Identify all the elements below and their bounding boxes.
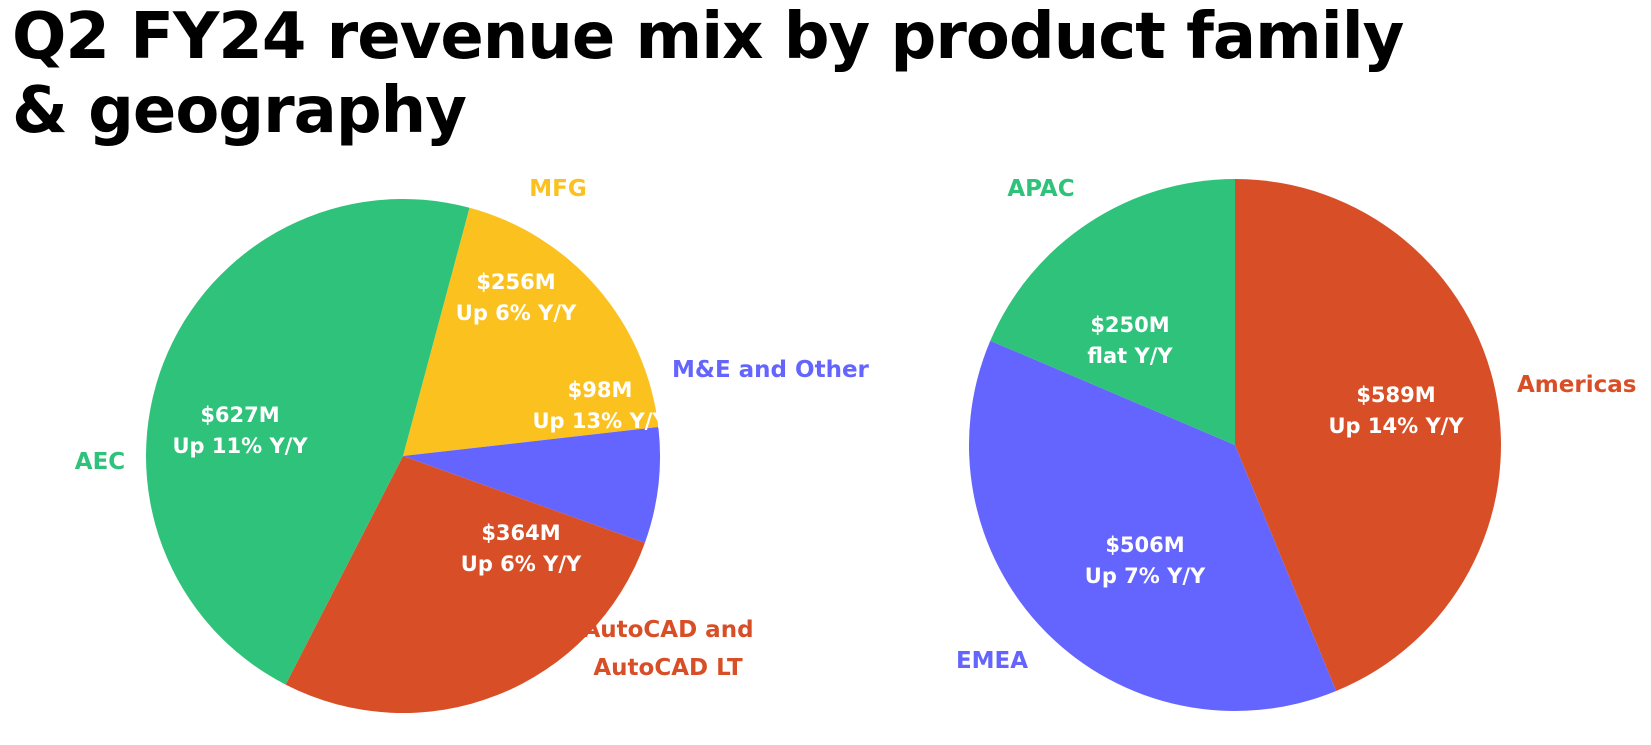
category-label-mande-and-other: M&E and Other [672, 357, 870, 383]
pie-slice-emea [969, 340, 1337, 712]
pie-slice-aec [145, 198, 470, 685]
pie-slice-apac [990, 178, 1235, 445]
slice-value-label-mande-and-other: $98M [568, 378, 633, 402]
slice-change-label-aec: Up 11% Y/Y [172, 434, 308, 458]
category-label-mfg: MFG [529, 176, 586, 202]
page-title: Q2 FY24 revenue mix by product family & … [12, 0, 1404, 148]
category-label-aec: AEC [75, 449, 125, 475]
slice-value-label-apac: $250M [1090, 313, 1169, 337]
slice-value-label-emea: $506M [1105, 533, 1184, 557]
slice-change-label-mande-and-other: Up 13% Y/Y [532, 409, 668, 433]
pie-slice-autocad-and-autocad-lt [285, 456, 645, 713]
slice-value-label-mfg: $256M [476, 270, 555, 294]
category-label-apac: APAC [1007, 176, 1074, 202]
slice-change-label-mfg: Up 6% Y/Y [456, 301, 577, 325]
slice-change-label-autocad-and-autocad-lt: Up 6% Y/Y [461, 552, 582, 576]
category-label-emea: EMEA [956, 648, 1028, 674]
slice-value-label-autocad-and-autocad-lt: $364M [481, 521, 560, 545]
slice-change-label-apac: flat Y/Y [1087, 344, 1173, 368]
category-label-americas: Americas [1517, 372, 1636, 398]
pie-slice-americas [1235, 179, 1502, 692]
pie-slice-mande-and-other [403, 426, 661, 543]
slice-value-label-americas: $589M [1356, 383, 1435, 407]
slice-value-label-aec: $627M [200, 403, 279, 427]
slice-change-label-americas: Up 14% Y/Y [1328, 414, 1464, 438]
slice-change-label-emea: Up 7% Y/Y [1085, 564, 1206, 588]
category-label-autocad-and-autocad-lt: AutoCAD and AutoCAD LT [582, 617, 753, 681]
pie-slice-mfg [403, 207, 659, 456]
